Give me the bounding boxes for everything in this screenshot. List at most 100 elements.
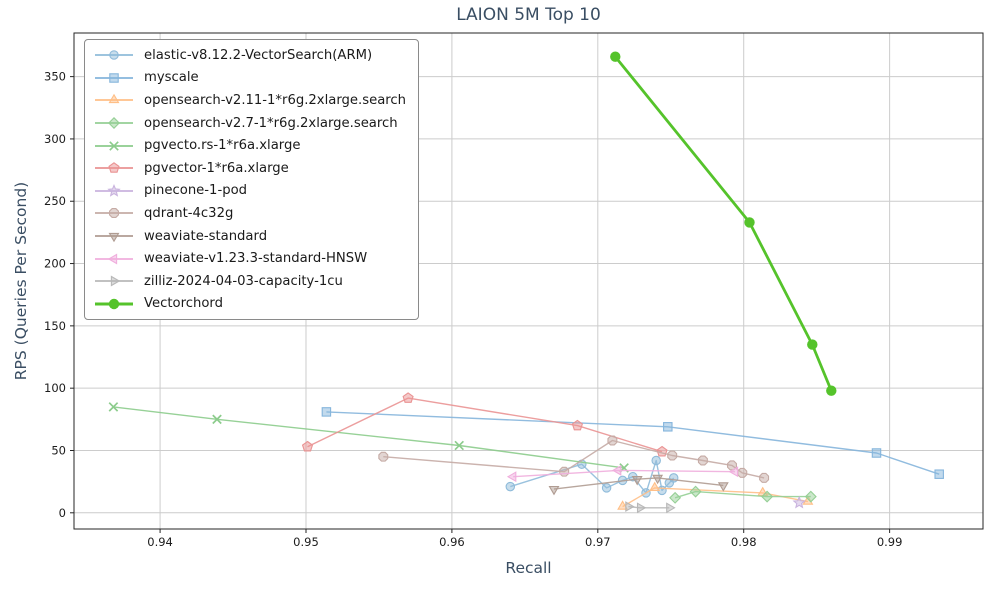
triangle-left-marker-icon xyxy=(611,464,622,476)
legend-label: elastic-v8.12.2-VectorSearch(ARM) xyxy=(144,47,373,63)
y-tick-label: 0 xyxy=(59,506,66,520)
legend-item-pinecone: pinecone-1-pod xyxy=(92,180,406,203)
octagon-marker-icon xyxy=(607,435,618,446)
series-line-vectorchord xyxy=(614,55,833,392)
legend-item-elastic: elastic-v8.12.2-VectorSearch(ARM) xyxy=(92,44,406,67)
octagon-marker-icon xyxy=(559,466,570,477)
series-line-zilliz xyxy=(628,505,670,509)
x-marker-icon xyxy=(109,140,119,151)
square-marker-icon xyxy=(663,422,673,432)
octagon-marker-icon xyxy=(759,472,770,483)
legend-triangle-down-swatch-icon xyxy=(95,232,133,243)
dot-marker-icon xyxy=(744,217,755,228)
legend-square-swatch-icon xyxy=(95,73,133,83)
x-tick-label: 0.95 xyxy=(293,535,319,549)
legend-label: Vectorchord xyxy=(144,296,223,312)
legend-triangle-up-swatch-icon xyxy=(95,94,133,104)
triangle-down-marker-icon xyxy=(548,485,560,496)
x-tick-label: 0.96 xyxy=(439,535,465,549)
diamond-marker-icon xyxy=(669,491,682,504)
circle-marker-icon xyxy=(668,473,679,483)
star-marker-icon xyxy=(107,183,121,197)
legend-item-opensearch-v2-11: opensearch-v2.11-1*r6g.2xlarge.search xyxy=(92,89,406,112)
legend-circle-swatch-icon xyxy=(95,50,133,61)
y-tick-label: 250 xyxy=(44,194,66,208)
diamond-marker-icon xyxy=(108,117,120,130)
pentagon-marker-icon xyxy=(571,419,583,431)
x-marker-icon xyxy=(212,414,222,425)
legend-label: weaviate-v1.23.3-standard-HNSW xyxy=(144,251,368,267)
series-line-myscale xyxy=(326,411,940,475)
square-marker-icon xyxy=(934,469,944,479)
legend-x-swatch-icon xyxy=(95,140,133,151)
triangle-right-marker-icon xyxy=(636,502,647,514)
legend-label: opensearch-v2.11-1*r6g.2xlarge.search xyxy=(144,92,407,108)
octagon-marker-icon xyxy=(378,451,389,462)
triangle-down-marker-icon xyxy=(717,482,729,492)
dot-marker-icon xyxy=(610,51,621,62)
legend-item-opensearch-v2-7: opensearch-v2.7-1*r6g.2xlarge.search xyxy=(92,112,406,135)
legend-item-weaviate-standard: weaviate-standard xyxy=(92,225,406,248)
pentagon-marker-icon xyxy=(108,162,120,174)
octagon-marker-icon xyxy=(697,455,708,466)
square-marker-icon xyxy=(321,407,332,417)
octagon-marker-icon xyxy=(727,460,737,471)
y-tick-label: 150 xyxy=(44,319,66,333)
series-line-pgvecto-rs xyxy=(113,406,625,469)
legend-dot-swatch-icon xyxy=(95,298,133,310)
x-tick-label: 0.94 xyxy=(147,535,173,549)
legend: elastic-v8.12.2-VectorSearch(ARM) myscale… xyxy=(84,39,420,321)
y-tick-label: 350 xyxy=(44,70,66,84)
legend-item-zilliz: zilliz-2024-04-03-capacity-1cu xyxy=(92,270,406,293)
x-tick-label: 0.99 xyxy=(877,535,903,549)
triangle-right-marker-icon xyxy=(666,502,676,514)
pentagon-marker-icon xyxy=(301,440,314,452)
legend-triangle-left-swatch-icon xyxy=(95,253,133,265)
legend-label: zilliz-2024-04-03-capacity-1cu xyxy=(144,273,343,289)
y-tick-label: 100 xyxy=(44,381,66,395)
legend-octagon-swatch-icon xyxy=(95,208,133,219)
legend-label: weaviate-standard xyxy=(144,228,268,244)
legend-pentagon-swatch-icon xyxy=(95,162,133,174)
legend-label: pgvecto.rs-1*r6a.xlarge xyxy=(144,138,301,154)
series-line-elastic xyxy=(510,459,675,494)
diamond-marker-icon xyxy=(689,485,702,498)
triangle-left-marker-icon xyxy=(728,466,739,478)
triangle-right-marker-icon xyxy=(110,275,121,287)
triangle-up-marker-icon xyxy=(617,500,629,510)
triangle-down-marker-icon xyxy=(631,476,643,486)
x-tick-label: 0.97 xyxy=(585,535,611,549)
triangle-up-marker-icon xyxy=(649,481,661,492)
dot-marker-icon xyxy=(807,339,818,350)
dot-marker-icon xyxy=(108,298,120,310)
legend-label: opensearch-v2.7-1*r6g.2xlarge.search xyxy=(144,115,398,131)
diamond-marker-icon xyxy=(761,490,774,503)
dot-marker-icon xyxy=(826,385,837,396)
y-tick-label: 50 xyxy=(51,443,66,457)
legend-item-myscale: myscale xyxy=(92,67,406,90)
triangle-down-marker-icon xyxy=(108,232,120,243)
y-tick-label: 300 xyxy=(44,132,66,146)
diamond-marker-icon xyxy=(804,490,817,503)
chart-title: LAION 5M Top 10 xyxy=(456,5,601,25)
y-tick-label: 200 xyxy=(44,257,66,271)
series-line-weaviate-standard xyxy=(553,477,724,490)
x-axis-label: Recall xyxy=(505,559,552,577)
legend-label: myscale xyxy=(144,70,199,86)
triangle-left-marker-icon xyxy=(107,253,118,265)
circle-marker-icon xyxy=(505,481,516,492)
triangle-left-marker-icon xyxy=(506,471,517,483)
x-marker-icon xyxy=(108,402,119,412)
x-marker-icon xyxy=(454,440,465,451)
legend-item-weaviate-hnsw: weaviate-v1.23.3-standard-HNSW xyxy=(92,247,406,270)
legend-label: pinecone-1-pod xyxy=(144,183,248,199)
legend-item-pgvector: pgvector-1*r6a.xlarge xyxy=(92,157,406,180)
octagon-marker-icon xyxy=(737,467,748,478)
legend-triangle-right-swatch-icon xyxy=(95,275,133,287)
legend-star-swatch-icon xyxy=(95,183,133,197)
triangle-down-marker-icon xyxy=(652,474,664,485)
triangle-right-marker-icon xyxy=(625,501,635,513)
legend-item-pgvecto-rs: pgvecto.rs-1*r6a.xlarge xyxy=(92,134,406,157)
